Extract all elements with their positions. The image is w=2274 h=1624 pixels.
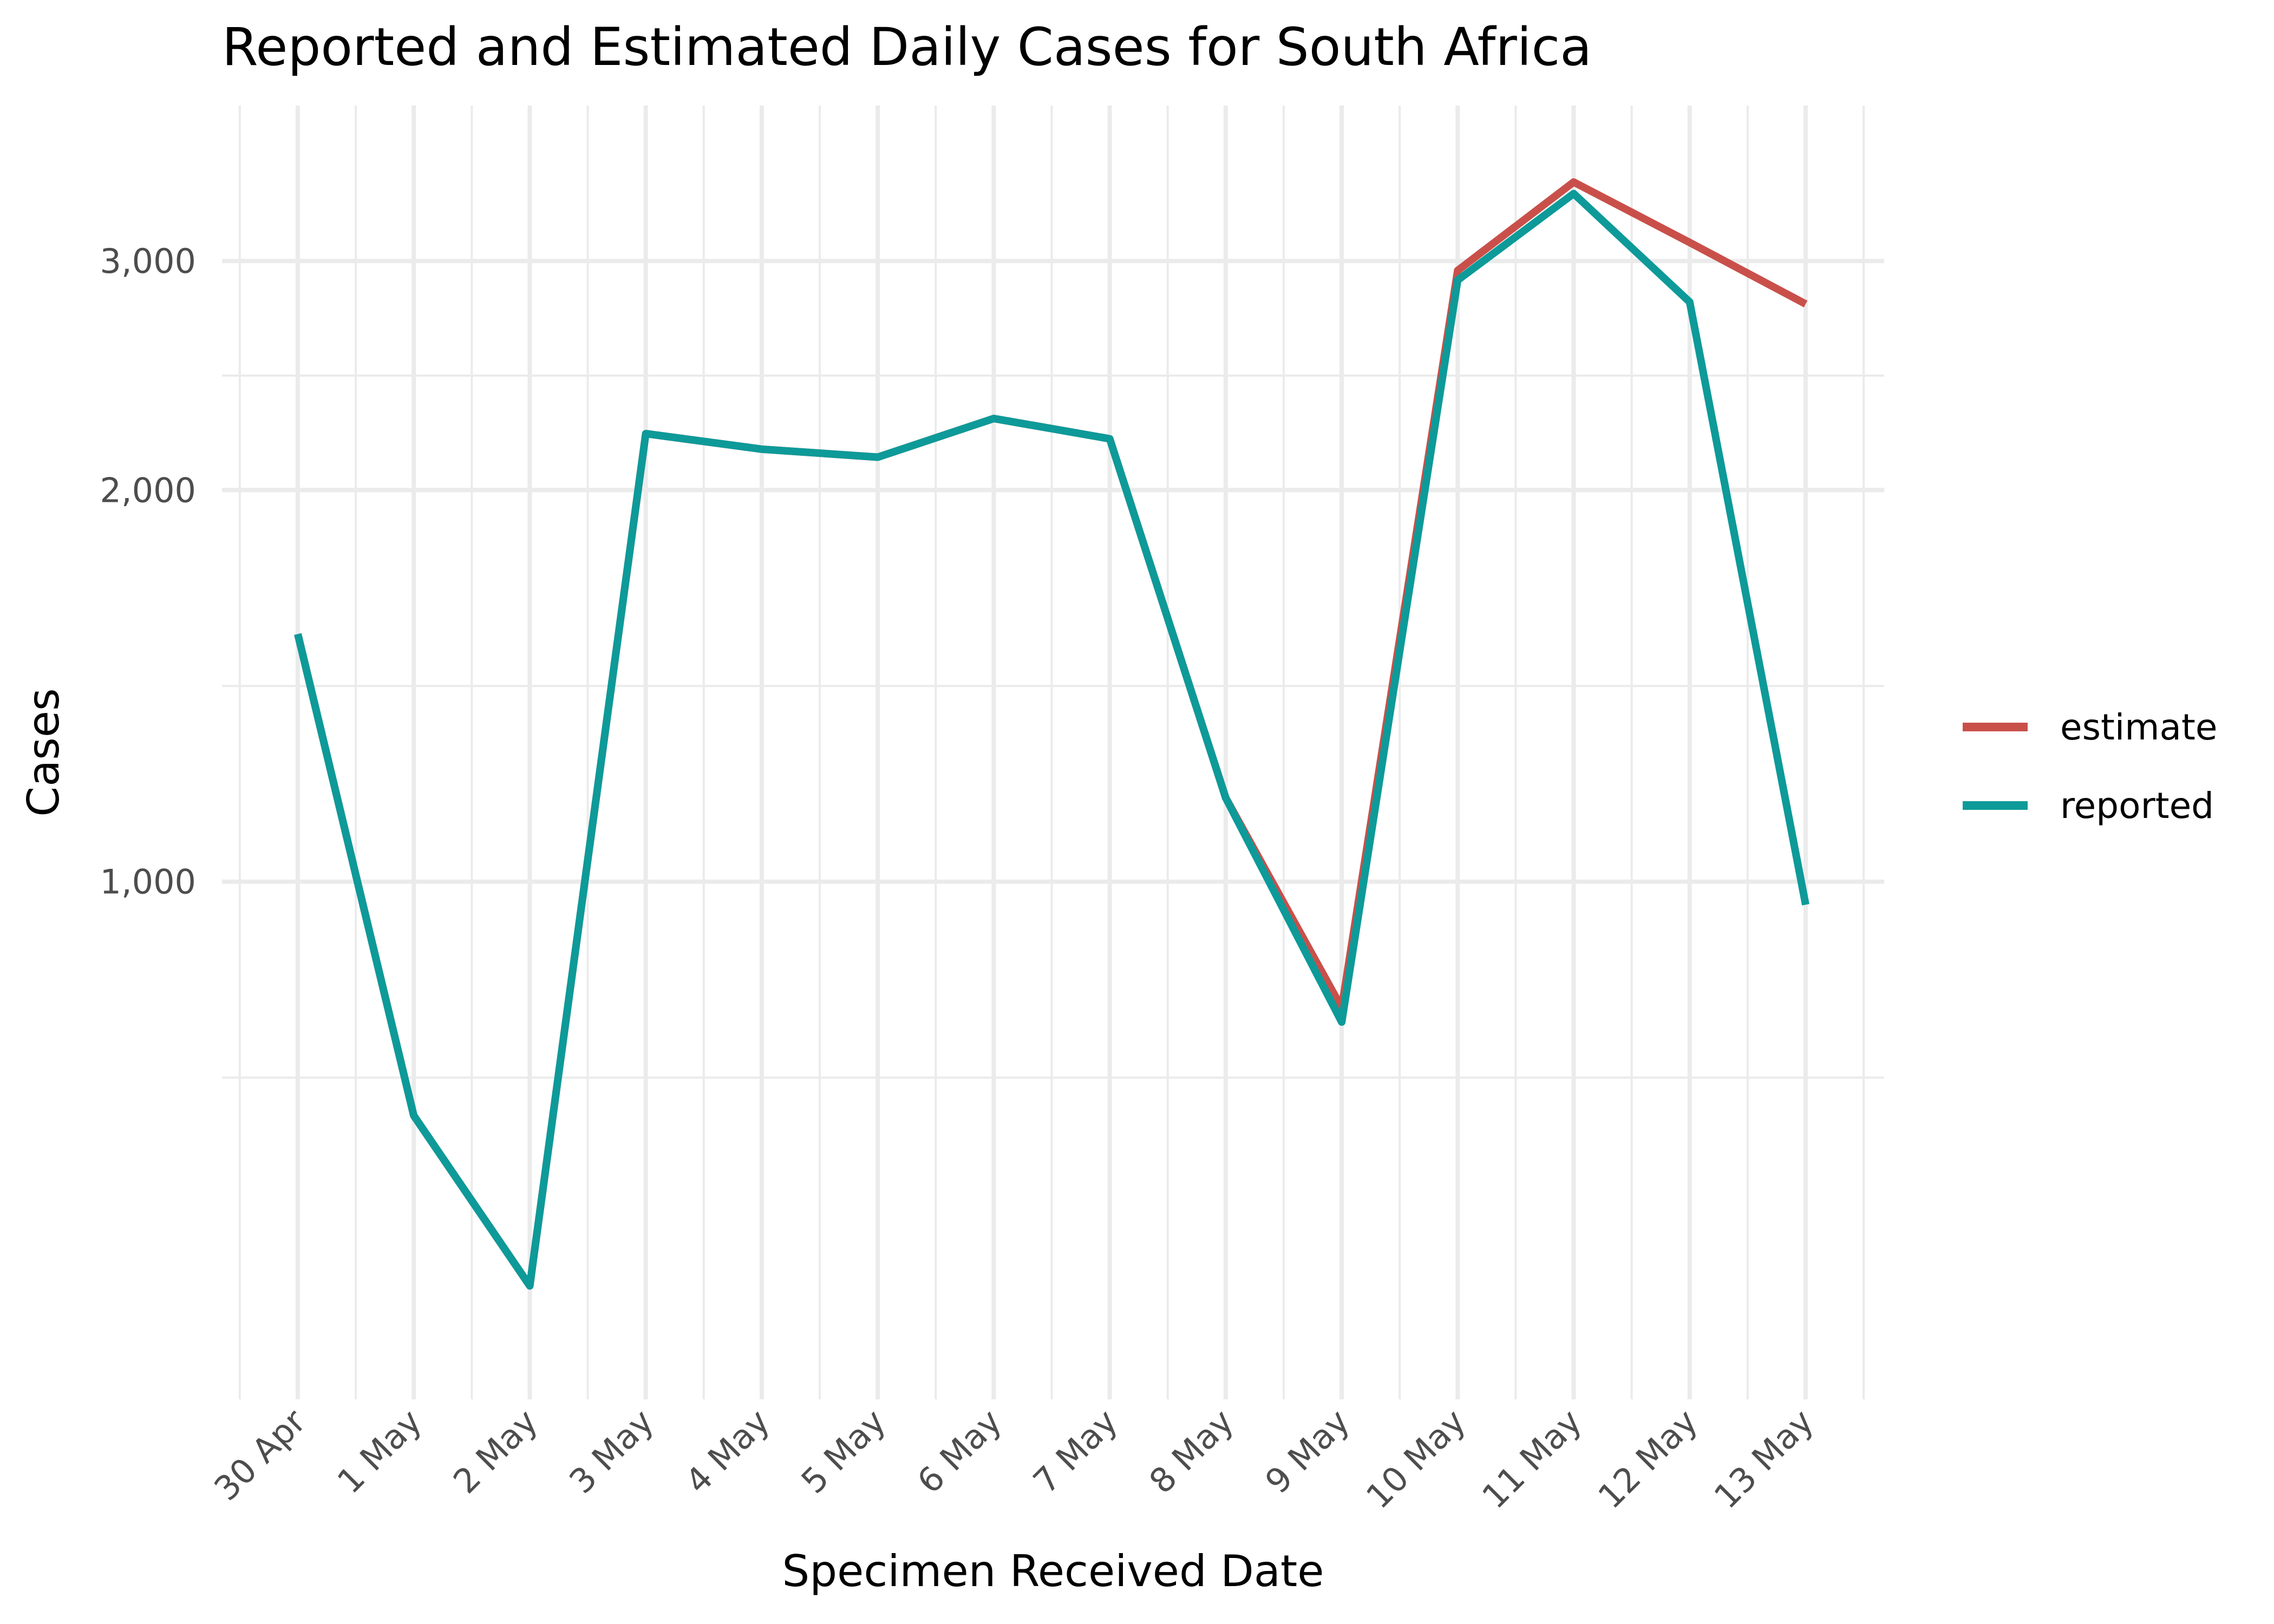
x-tick-label: 6 May xyxy=(910,1402,1009,1501)
series-lines xyxy=(294,178,1809,1290)
legend-label-estimate: estimate xyxy=(2060,706,2217,748)
legend-label-reported: reported xyxy=(2060,785,2214,827)
chart-title: Reported and Estimated Daily Cases for S… xyxy=(222,17,1592,77)
x-tick-labels: 30 Apr 1 May 2 May 3 May 4 May 5 May 6 May 7 Ma… xyxy=(206,1402,1821,1516)
y-tick-label: 3,000 xyxy=(100,241,197,281)
legend: estimate reported xyxy=(1963,706,2217,827)
x-tick-label: 11 May xyxy=(1474,1402,1589,1516)
x-tick-label: 9 May xyxy=(1258,1402,1357,1501)
y-tick-label: 2,000 xyxy=(100,470,197,510)
x-tick-label: 1 May xyxy=(330,1402,429,1501)
x-tick-label: 7 May xyxy=(1025,1402,1125,1501)
x-tick-label: 13 May xyxy=(1707,1402,1821,1516)
y-tick-labels: 1,000 2,000 3,000 xyxy=(100,241,197,902)
x-axis-title: Specimen Received Date xyxy=(782,1546,1324,1596)
x-tick-label: 3 May xyxy=(561,1402,661,1501)
x-tick-label: 2 May xyxy=(446,1402,545,1501)
minor-gridlines xyxy=(222,106,1884,1399)
x-tick-label: 12 May xyxy=(1590,1402,1705,1516)
series-line-reported xyxy=(294,189,1809,1290)
x-tick-label: 5 May xyxy=(794,1402,893,1501)
x-tick-label: 8 May xyxy=(1141,1402,1241,1501)
y-axis-title: Cases xyxy=(18,688,69,816)
x-tick-label: 30 Apr xyxy=(206,1402,313,1509)
x-tick-label: 10 May xyxy=(1358,1402,1473,1516)
y-tick-label: 1,000 xyxy=(100,862,197,902)
x-tick-label: 4 May xyxy=(677,1402,777,1501)
